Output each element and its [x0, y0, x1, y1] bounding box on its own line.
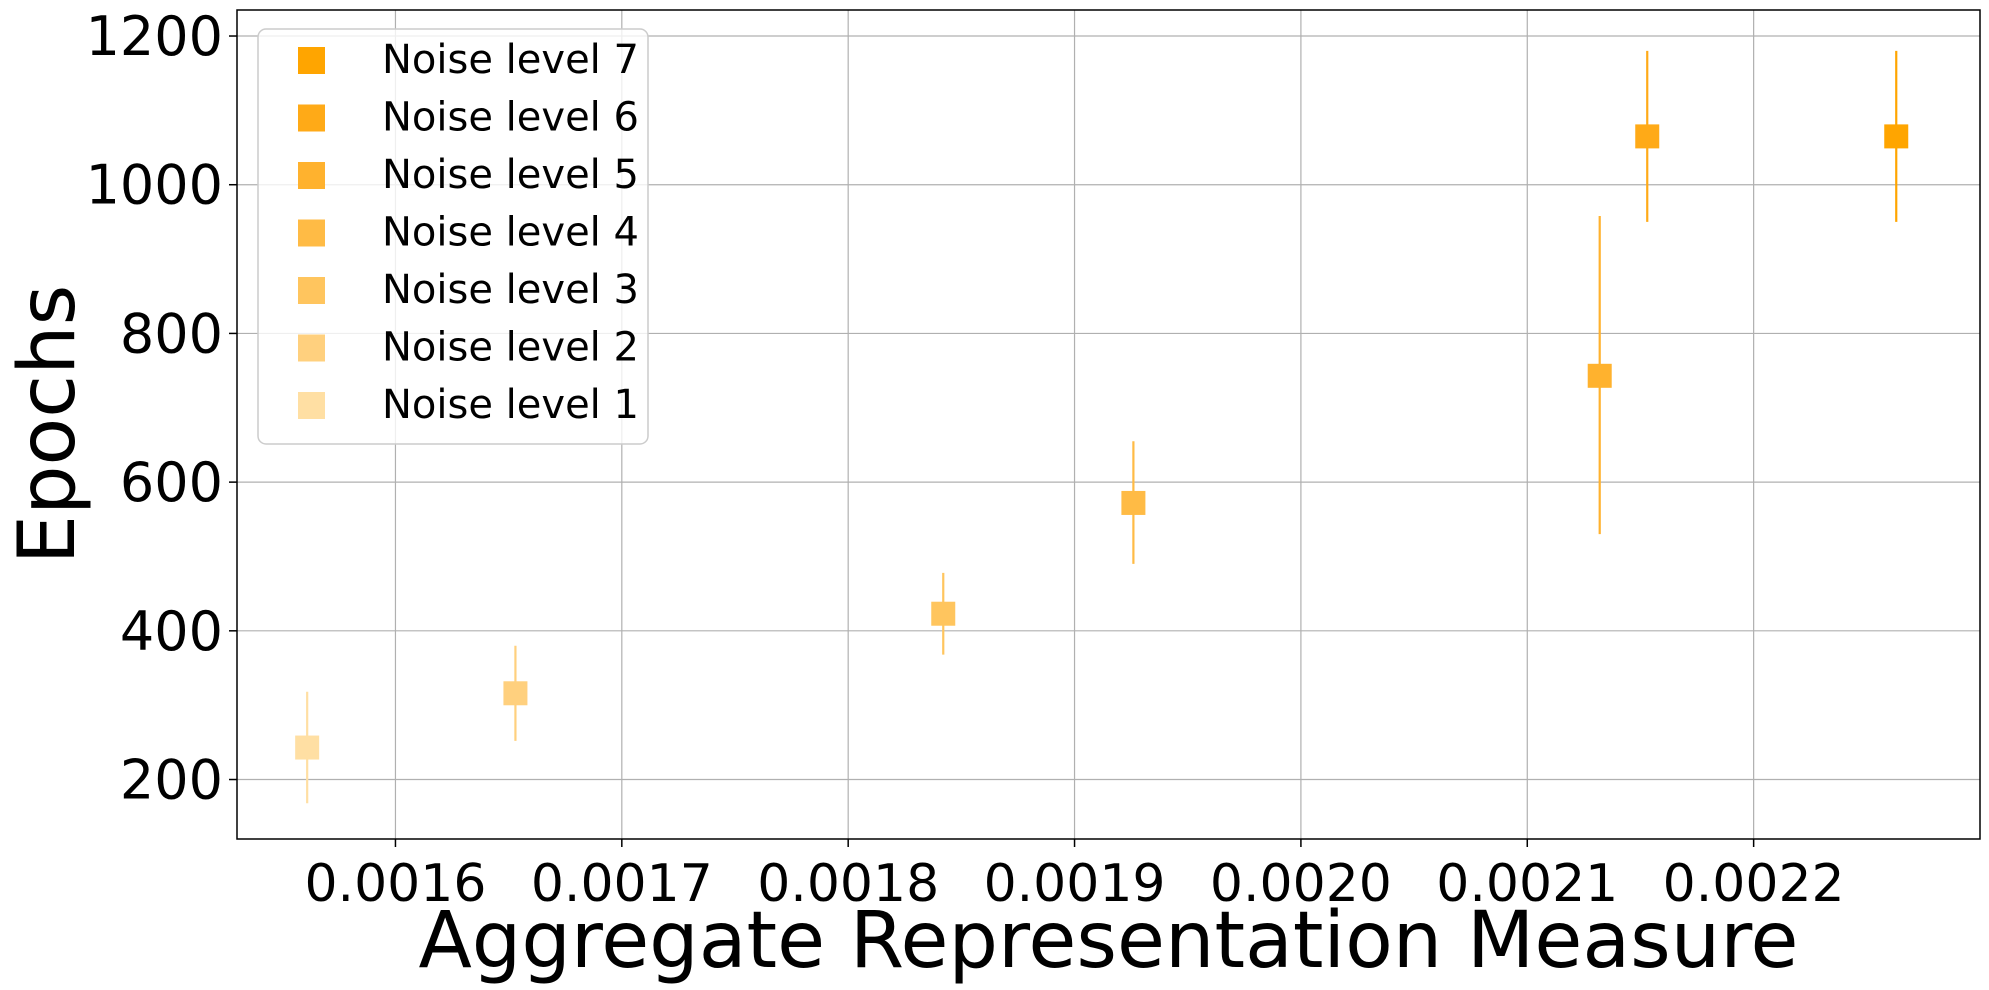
y-axis-title: Epochs	[3, 285, 93, 564]
legend-label: Noise level 6	[382, 95, 639, 141]
legend-item: Noise level 5	[298, 152, 639, 198]
x-tick-label: 0.0019	[984, 854, 1166, 914]
y-axis-ticks: 200 400 600 800 1000 1200	[86, 5, 237, 812]
x-tick-label: 0.0020	[1210, 854, 1392, 914]
legend-label: Noise level 1	[382, 382, 639, 428]
data-points	[295, 50, 1909, 804]
legend-marker	[298, 219, 325, 247]
legend-label: Noise level 2	[382, 325, 639, 371]
legend-item: Noise level 2	[298, 325, 639, 371]
point-marker	[1587, 363, 1612, 388]
y-tick-label: 1000	[86, 154, 223, 217]
legend-marker	[298, 162, 325, 189]
x-tick-label: 0.0016	[304, 854, 486, 914]
x-tick-label: 0.0018	[757, 854, 939, 914]
data-point	[295, 691, 320, 804]
y-tick-label: 1200	[86, 5, 223, 68]
data-point	[1121, 441, 1146, 564]
point-marker	[1635, 124, 1660, 149]
legend-label: Noise level 4	[382, 210, 639, 256]
legend-item: Noise level 4	[298, 210, 639, 256]
x-tick-label: 0.0021	[1436, 854, 1618, 914]
data-point	[1635, 50, 1660, 222]
point-marker	[1121, 490, 1146, 515]
point-marker	[931, 601, 956, 626]
data-point	[503, 645, 528, 741]
x-axis-title: Aggregate Representation Measure	[418, 896, 1798, 986]
y-tick-label: 400	[120, 600, 223, 663]
y-tick-label: 200	[120, 749, 223, 812]
legend: Noise level 7 Noise level 6 Noise level 5 N…	[257, 28, 649, 445]
point-marker	[1884, 124, 1909, 149]
legend-box	[257, 28, 649, 445]
legend-label: Noise level 3	[382, 267, 639, 313]
point-marker	[295, 735, 320, 760]
legend-marker	[298, 334, 325, 362]
y-tick-label: 800	[120, 302, 223, 365]
legend-label: Noise level 7	[382, 37, 639, 83]
data-point	[931, 572, 956, 655]
x-axis-ticks: 0.0016 0.0017 0.0018 0.0019 0.0020 0.0021 0.00…	[304, 839, 1845, 914]
legend-marker	[298, 104, 325, 132]
legend-item: Noise level 3	[298, 267, 639, 313]
y-tick-label: 600	[120, 451, 223, 514]
legend-marker	[298, 392, 325, 419]
legend-item: Noise level 1	[298, 382, 639, 428]
legend-marker	[298, 47, 325, 74]
plot-frame	[236, 9, 1981, 840]
point-marker	[503, 681, 528, 706]
x-tick-label: 0.0022	[1663, 854, 1845, 914]
data-point	[1587, 215, 1612, 535]
legend-marker	[298, 277, 325, 304]
legend-label: Noise level 5	[382, 152, 639, 198]
legend-item: Noise level 7	[298, 37, 639, 83]
data-point	[1884, 50, 1909, 222]
legend-item: Noise level 6	[298, 95, 639, 141]
x-tick-label: 0.0017	[531, 854, 713, 914]
